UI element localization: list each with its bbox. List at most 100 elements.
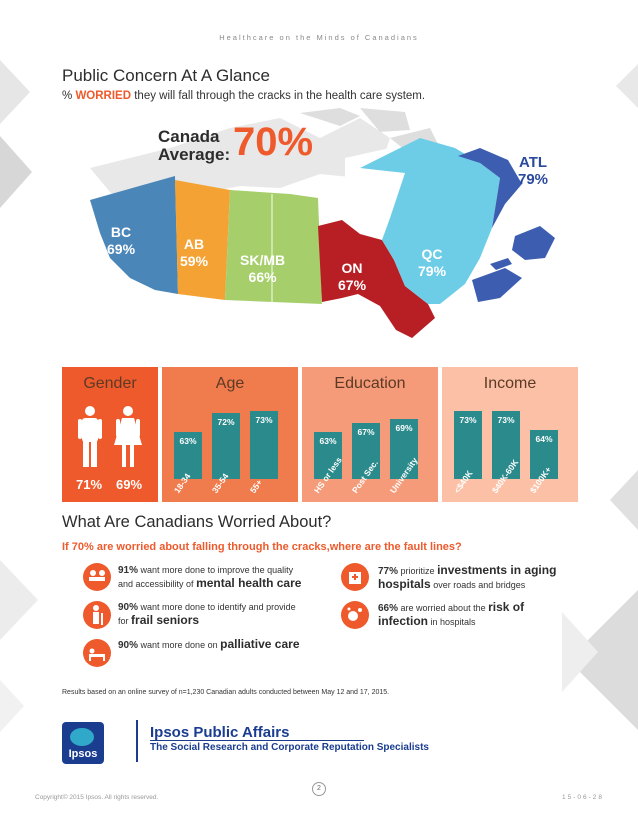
worry-item-mental-health: 91% want more done to improve the qualit… xyxy=(118,564,301,590)
region-code: QC xyxy=(421,246,443,262)
hospital-glyph xyxy=(349,572,361,584)
logo-text: Ipsos xyxy=(68,748,98,760)
decor-triangle xyxy=(0,60,30,124)
map-region-atl-ns xyxy=(472,268,522,302)
worry-text: want more done on xyxy=(140,640,218,650)
map-north-islands xyxy=(300,108,440,154)
worry-bold: infection xyxy=(378,614,428,628)
canada-average-value: 70% xyxy=(233,120,314,164)
education-bar-label-2: 69% xyxy=(395,423,413,434)
brand-divider xyxy=(150,740,364,741)
map-region-atl xyxy=(458,148,522,228)
panel-title: Gender xyxy=(83,375,137,392)
canada-average-label: Canada Average: xyxy=(158,128,230,164)
region-code: SK/MB xyxy=(240,252,286,268)
region-code: ATL xyxy=(518,154,548,171)
panel-title: Income xyxy=(483,375,537,392)
gender-female-value: 69% xyxy=(116,477,143,492)
education-bar-0 xyxy=(314,431,342,479)
education-bar-label-1: 67% xyxy=(357,427,375,438)
map-region-ab xyxy=(175,180,230,300)
income-bar-2 xyxy=(530,429,558,479)
ipsos-logo: Ipsos xyxy=(62,722,104,764)
worry-bold: palliative care xyxy=(220,637,300,651)
panel-gender: Gender 71% 69% xyxy=(62,367,158,502)
education-bar-1 xyxy=(352,423,380,479)
income-bar-label-2: 64% xyxy=(535,433,553,444)
worry-pct: 77% xyxy=(378,566,399,577)
worries-question: If 70% are worried about falling through… xyxy=(62,541,462,553)
worry-text: want more done to identify and provide xyxy=(140,602,296,612)
decor-triangle xyxy=(616,64,638,108)
map-region-atl-pei xyxy=(490,258,512,270)
senior-glyph xyxy=(93,605,103,625)
subtitle-highlight: WORRIED xyxy=(75,90,132,102)
map-region-bc xyxy=(90,176,178,294)
worry-bold: investments in aging xyxy=(437,563,557,577)
region-label-skmb: SK/MB 66% xyxy=(240,252,285,286)
logo-divider xyxy=(136,720,138,762)
worry-pct: 90% xyxy=(118,640,139,651)
map-region-qc xyxy=(360,138,500,304)
region-label-qc: QC 79% xyxy=(418,246,446,280)
map-region-on xyxy=(318,220,435,338)
gender-male-value: 71% xyxy=(76,477,103,492)
panel-title: Age xyxy=(215,375,245,392)
region-value: 79% xyxy=(418,263,447,279)
brand-tagline: The Social Research and Corporate Reputa… xyxy=(150,742,429,753)
decor-triangle xyxy=(0,560,38,640)
age-bar-label-1: 72% xyxy=(217,417,235,428)
region-value: 67% xyxy=(338,277,367,293)
worry-pct: 90% xyxy=(118,602,139,613)
worry-text: are worried about the xyxy=(400,603,486,613)
gender-icons xyxy=(78,406,142,467)
age-bar-0 xyxy=(174,431,202,479)
region-value: 69% xyxy=(107,241,136,257)
worry-item-frail-seniors: 90% want more done to identify and provi… xyxy=(118,601,296,627)
income-bar-label-0: 73% xyxy=(459,415,477,426)
income-bar-label-1: 73% xyxy=(497,415,515,426)
worry-text: for xyxy=(118,616,129,626)
panel-education: Education 63% HS or less 67% Post Sec. 69% Un… xyxy=(302,367,438,502)
worry-pct: 91% xyxy=(118,565,139,576)
region-code: AB xyxy=(183,236,205,252)
decor-triangle xyxy=(610,470,638,530)
average-label-line1: Canada xyxy=(158,127,220,146)
worries-title: What Are Canadians Worried About? xyxy=(62,513,332,531)
brand-name: Ipsos Public Affairs xyxy=(150,724,290,741)
region-label-ab: AB 59% xyxy=(180,236,208,270)
region-value: 79% xyxy=(518,171,549,188)
region-value: 59% xyxy=(180,253,209,269)
average-label-line2: Average: xyxy=(158,145,231,164)
worry-bold: risk of xyxy=(488,600,525,614)
palliative-care-icon xyxy=(83,639,111,667)
age-bar-2 xyxy=(250,411,278,479)
worry-text: want more done to improve the quality xyxy=(140,565,294,575)
page-number: 2 xyxy=(312,782,326,796)
decor-triangle xyxy=(0,136,32,208)
region-code: BC xyxy=(110,224,132,240)
region-label-bc: BC 69% xyxy=(107,224,135,258)
worry-text: in hospitals xyxy=(430,617,476,627)
worry-item-hospitals: 77% prioritize investments in aging hosp… xyxy=(378,564,556,591)
age-bar-label-0: 63% xyxy=(179,435,197,446)
map-region-skmb xyxy=(225,190,322,304)
panel-income: Income 73% <$40K 73% $40K-60K 64% $100K+ xyxy=(442,367,578,502)
region-value: 66% xyxy=(248,269,277,285)
decor-triangle xyxy=(562,612,598,692)
section-title: Public Concern At A Glance xyxy=(62,66,270,85)
palliative-glyph xyxy=(89,648,105,661)
worry-bold: frail seniors xyxy=(131,613,200,627)
age-bar-1 xyxy=(212,413,240,479)
income-bar-1 xyxy=(492,411,520,479)
logo-circle-icon xyxy=(70,728,94,746)
worry-bold: hospitals xyxy=(378,577,431,591)
region-code: ON xyxy=(341,260,363,276)
worry-text: over roads and bridges xyxy=(433,580,526,590)
age-category-label-2: 55+ xyxy=(247,477,265,495)
education-bar-2 xyxy=(390,419,418,479)
mental-health-glyph xyxy=(89,570,105,581)
worry-bold: mental health care xyxy=(196,576,302,590)
age-bar-label-2: 73% xyxy=(255,415,273,426)
panel-age: Age 63% 18-34 72% 35-54 73% 55+ xyxy=(162,367,298,502)
